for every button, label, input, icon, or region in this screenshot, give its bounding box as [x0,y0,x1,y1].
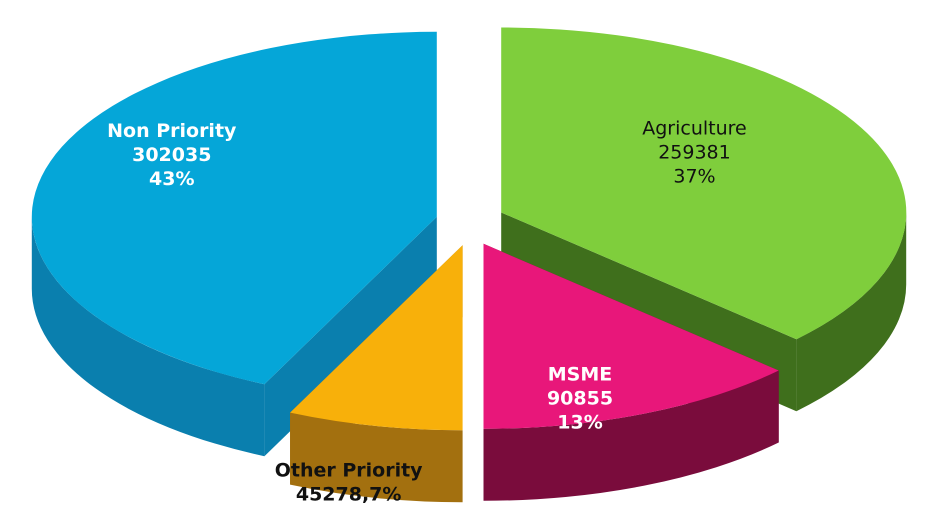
slice-wall [290,412,463,503]
percent-label: 37% [673,165,715,187]
category-label: Non Priority [107,120,237,142]
value-label: 45278,7% [296,484,402,506]
value-label: 302035 [132,144,211,166]
category-label: Other Priority [275,460,423,482]
slice [483,243,779,429]
slice-label: Other Priority 45278,7% [275,460,423,506]
slice-wall [31,216,265,457]
slice-wall [796,212,907,412]
slice [290,245,463,431]
percent-label: 13% [557,412,602,434]
value-label: 259381 [658,141,731,163]
slice [31,31,437,385]
slice-label: MSME 90855 13% [547,364,613,434]
percent-label: 43% [149,168,194,190]
slice-wall [483,370,779,501]
slice-label: Non Priority 302035 43% [107,120,237,190]
category-label: Agriculture [642,117,747,139]
slice [501,27,907,340]
value-label: 90855 [547,388,613,410]
category-label: MSME [548,364,612,386]
slice-label: Agriculture 259381 37% [642,117,747,187]
